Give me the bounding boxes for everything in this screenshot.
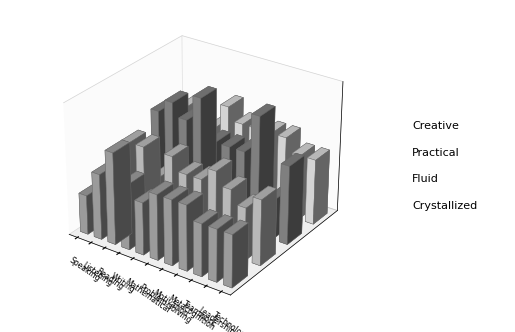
Text: Creative: Creative	[412, 121, 459, 131]
Text: Practical: Practical	[412, 148, 460, 158]
Text: Crystallized: Crystallized	[412, 201, 477, 211]
Text: Fluid: Fluid	[412, 174, 439, 184]
